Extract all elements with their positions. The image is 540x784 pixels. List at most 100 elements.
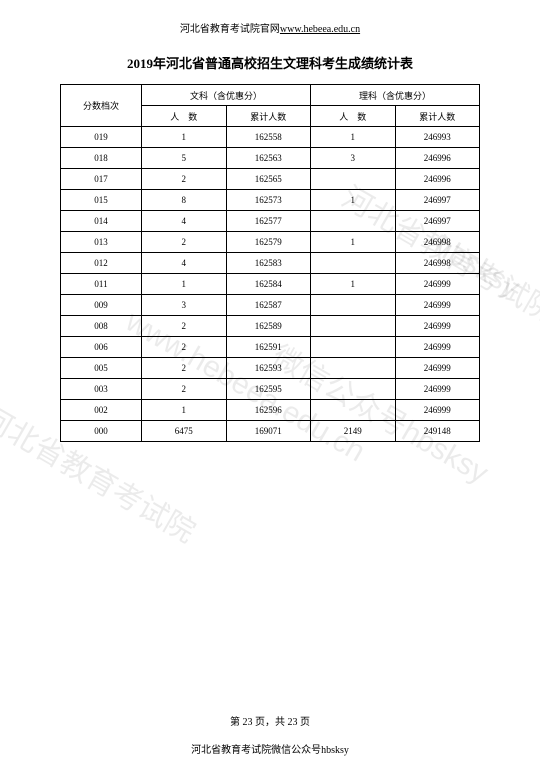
table-cell: 1 xyxy=(311,190,396,211)
table-cell xyxy=(311,337,396,358)
table-cell: 8 xyxy=(142,190,227,211)
table-cell: 246999 xyxy=(395,316,480,337)
table-cell: 162565 xyxy=(226,169,311,190)
table-cell: 6475 xyxy=(142,421,227,442)
table-cell: 009 xyxy=(61,295,142,316)
score-table-wrap: 分数档次 文科（含优惠分） 理科（含优惠分） 人 数 累计人数 人 数 累计人数… xyxy=(60,84,480,442)
table-cell: 162563 xyxy=(226,148,311,169)
score-table: 分数档次 文科（含优惠分） 理科（含优惠分） 人 数 累计人数 人 数 累计人数… xyxy=(60,84,480,442)
col-liberal-cum: 累计人数 xyxy=(226,106,311,127)
col-liberal-group: 文科（含优惠分） xyxy=(142,85,311,106)
table-cell: 246996 xyxy=(395,148,480,169)
table-cell: 2 xyxy=(142,169,227,190)
table-cell: 012 xyxy=(61,253,142,274)
table-cell: 246999 xyxy=(395,274,480,295)
table-row: 0032162595 246999 xyxy=(61,379,480,400)
table-row: 0021162596 246999 xyxy=(61,400,480,421)
table-cell xyxy=(311,316,396,337)
table-cell: 000 xyxy=(61,421,142,442)
site-label: 河北省教育考试院官网 xyxy=(180,24,280,35)
table-cell: 246999 xyxy=(395,379,480,400)
table-row: 0172162565 246996 xyxy=(61,169,480,190)
col-score-header: 分数档次 xyxy=(61,85,142,127)
table-cell: 2 xyxy=(142,358,227,379)
table-cell: 162584 xyxy=(226,274,311,295)
table-cell: 006 xyxy=(61,337,142,358)
table-cell xyxy=(311,379,396,400)
table-cell xyxy=(311,169,396,190)
col-liberal-count: 人 数 xyxy=(142,106,227,127)
page-title: 2019年河北省普通高校招生文理科考生成绩统计表 xyxy=(0,53,540,72)
table-cell: 2 xyxy=(142,337,227,358)
table-row: 01111625841246999 xyxy=(61,274,480,295)
table-cell: 162579 xyxy=(226,232,311,253)
table-row: 01321625791246998 xyxy=(61,232,480,253)
table-cell: 5 xyxy=(142,148,227,169)
footer-page: 第 23 页，共 23 页 xyxy=(0,713,540,728)
table-cell: 162593 xyxy=(226,358,311,379)
table-cell: 162595 xyxy=(226,379,311,400)
table-cell xyxy=(311,358,396,379)
table-cell: 1 xyxy=(311,127,396,148)
table-cell: 1 xyxy=(142,400,227,421)
table-cell: 003 xyxy=(61,379,142,400)
table-cell: 3 xyxy=(311,148,396,169)
table-cell: 246998 xyxy=(395,232,480,253)
table-cell: 014 xyxy=(61,211,142,232)
table-cell: 162589 xyxy=(226,316,311,337)
table-cell: 017 xyxy=(61,169,142,190)
table-cell: 2 xyxy=(142,232,227,253)
table-cell: 246999 xyxy=(395,295,480,316)
table-cell: 162587 xyxy=(226,295,311,316)
table-cell: 246993 xyxy=(395,127,480,148)
table-cell: 4 xyxy=(142,253,227,274)
table-cell: 011 xyxy=(61,274,142,295)
table-cell xyxy=(311,253,396,274)
table-cell: 246997 xyxy=(395,190,480,211)
table-row: 01851625633246996 xyxy=(61,148,480,169)
table-cell: 4 xyxy=(142,211,227,232)
table-cell xyxy=(311,211,396,232)
table-cell: 015 xyxy=(61,190,142,211)
table-body: 0191162558124699301851625633246996017216… xyxy=(61,127,480,442)
table-cell: 246999 xyxy=(395,400,480,421)
table-cell: 246998 xyxy=(395,253,480,274)
table-cell: 162596 xyxy=(226,400,311,421)
table-row: 01581625731246997 xyxy=(61,190,480,211)
table-cell: 1 xyxy=(311,274,396,295)
table-cell: 1 xyxy=(311,232,396,253)
table-row: 0093162587246999 xyxy=(61,295,480,316)
table-cell: 019 xyxy=(61,127,142,148)
header-site: 河北省教育考试院官网www.hebeea.edu.cn xyxy=(0,20,540,35)
table-cell: 162573 xyxy=(226,190,311,211)
table-cell: 162558 xyxy=(226,127,311,148)
table-row: 0144162577 246997 xyxy=(61,211,480,232)
table-cell xyxy=(311,400,396,421)
table-cell: 246999 xyxy=(395,358,480,379)
col-science-cum: 累计人数 xyxy=(395,106,480,127)
table-cell: 246996 xyxy=(395,169,480,190)
table-row: 01911625581246993 xyxy=(61,127,480,148)
table-row: 0062162591 246999 xyxy=(61,337,480,358)
table-cell: 2 xyxy=(142,379,227,400)
table-cell xyxy=(311,295,396,316)
table-cell: 1 xyxy=(142,127,227,148)
table-cell: 246999 xyxy=(395,337,480,358)
table-row: 0082162589246999 xyxy=(61,316,480,337)
footer-wechat: 河北省教育考试院微信公众号hbsksy xyxy=(0,741,540,756)
table-cell: 246997 xyxy=(395,211,480,232)
table-row: 0052162593246999 xyxy=(61,358,480,379)
table-cell: 162577 xyxy=(226,211,311,232)
table-cell: 162591 xyxy=(226,337,311,358)
site-url-link[interactable]: www.hebeea.edu.cn xyxy=(280,24,360,35)
table-cell: 2149 xyxy=(311,421,396,442)
table-cell: 1 xyxy=(142,274,227,295)
table-cell: 162583 xyxy=(226,253,311,274)
table-cell: 013 xyxy=(61,232,142,253)
table-row: 0124162583 246998 xyxy=(61,253,480,274)
table-cell: 008 xyxy=(61,316,142,337)
table-cell: 018 xyxy=(61,148,142,169)
table-cell: 002 xyxy=(61,400,142,421)
table-cell: 169071 xyxy=(226,421,311,442)
table-cell: 249148 xyxy=(395,421,480,442)
